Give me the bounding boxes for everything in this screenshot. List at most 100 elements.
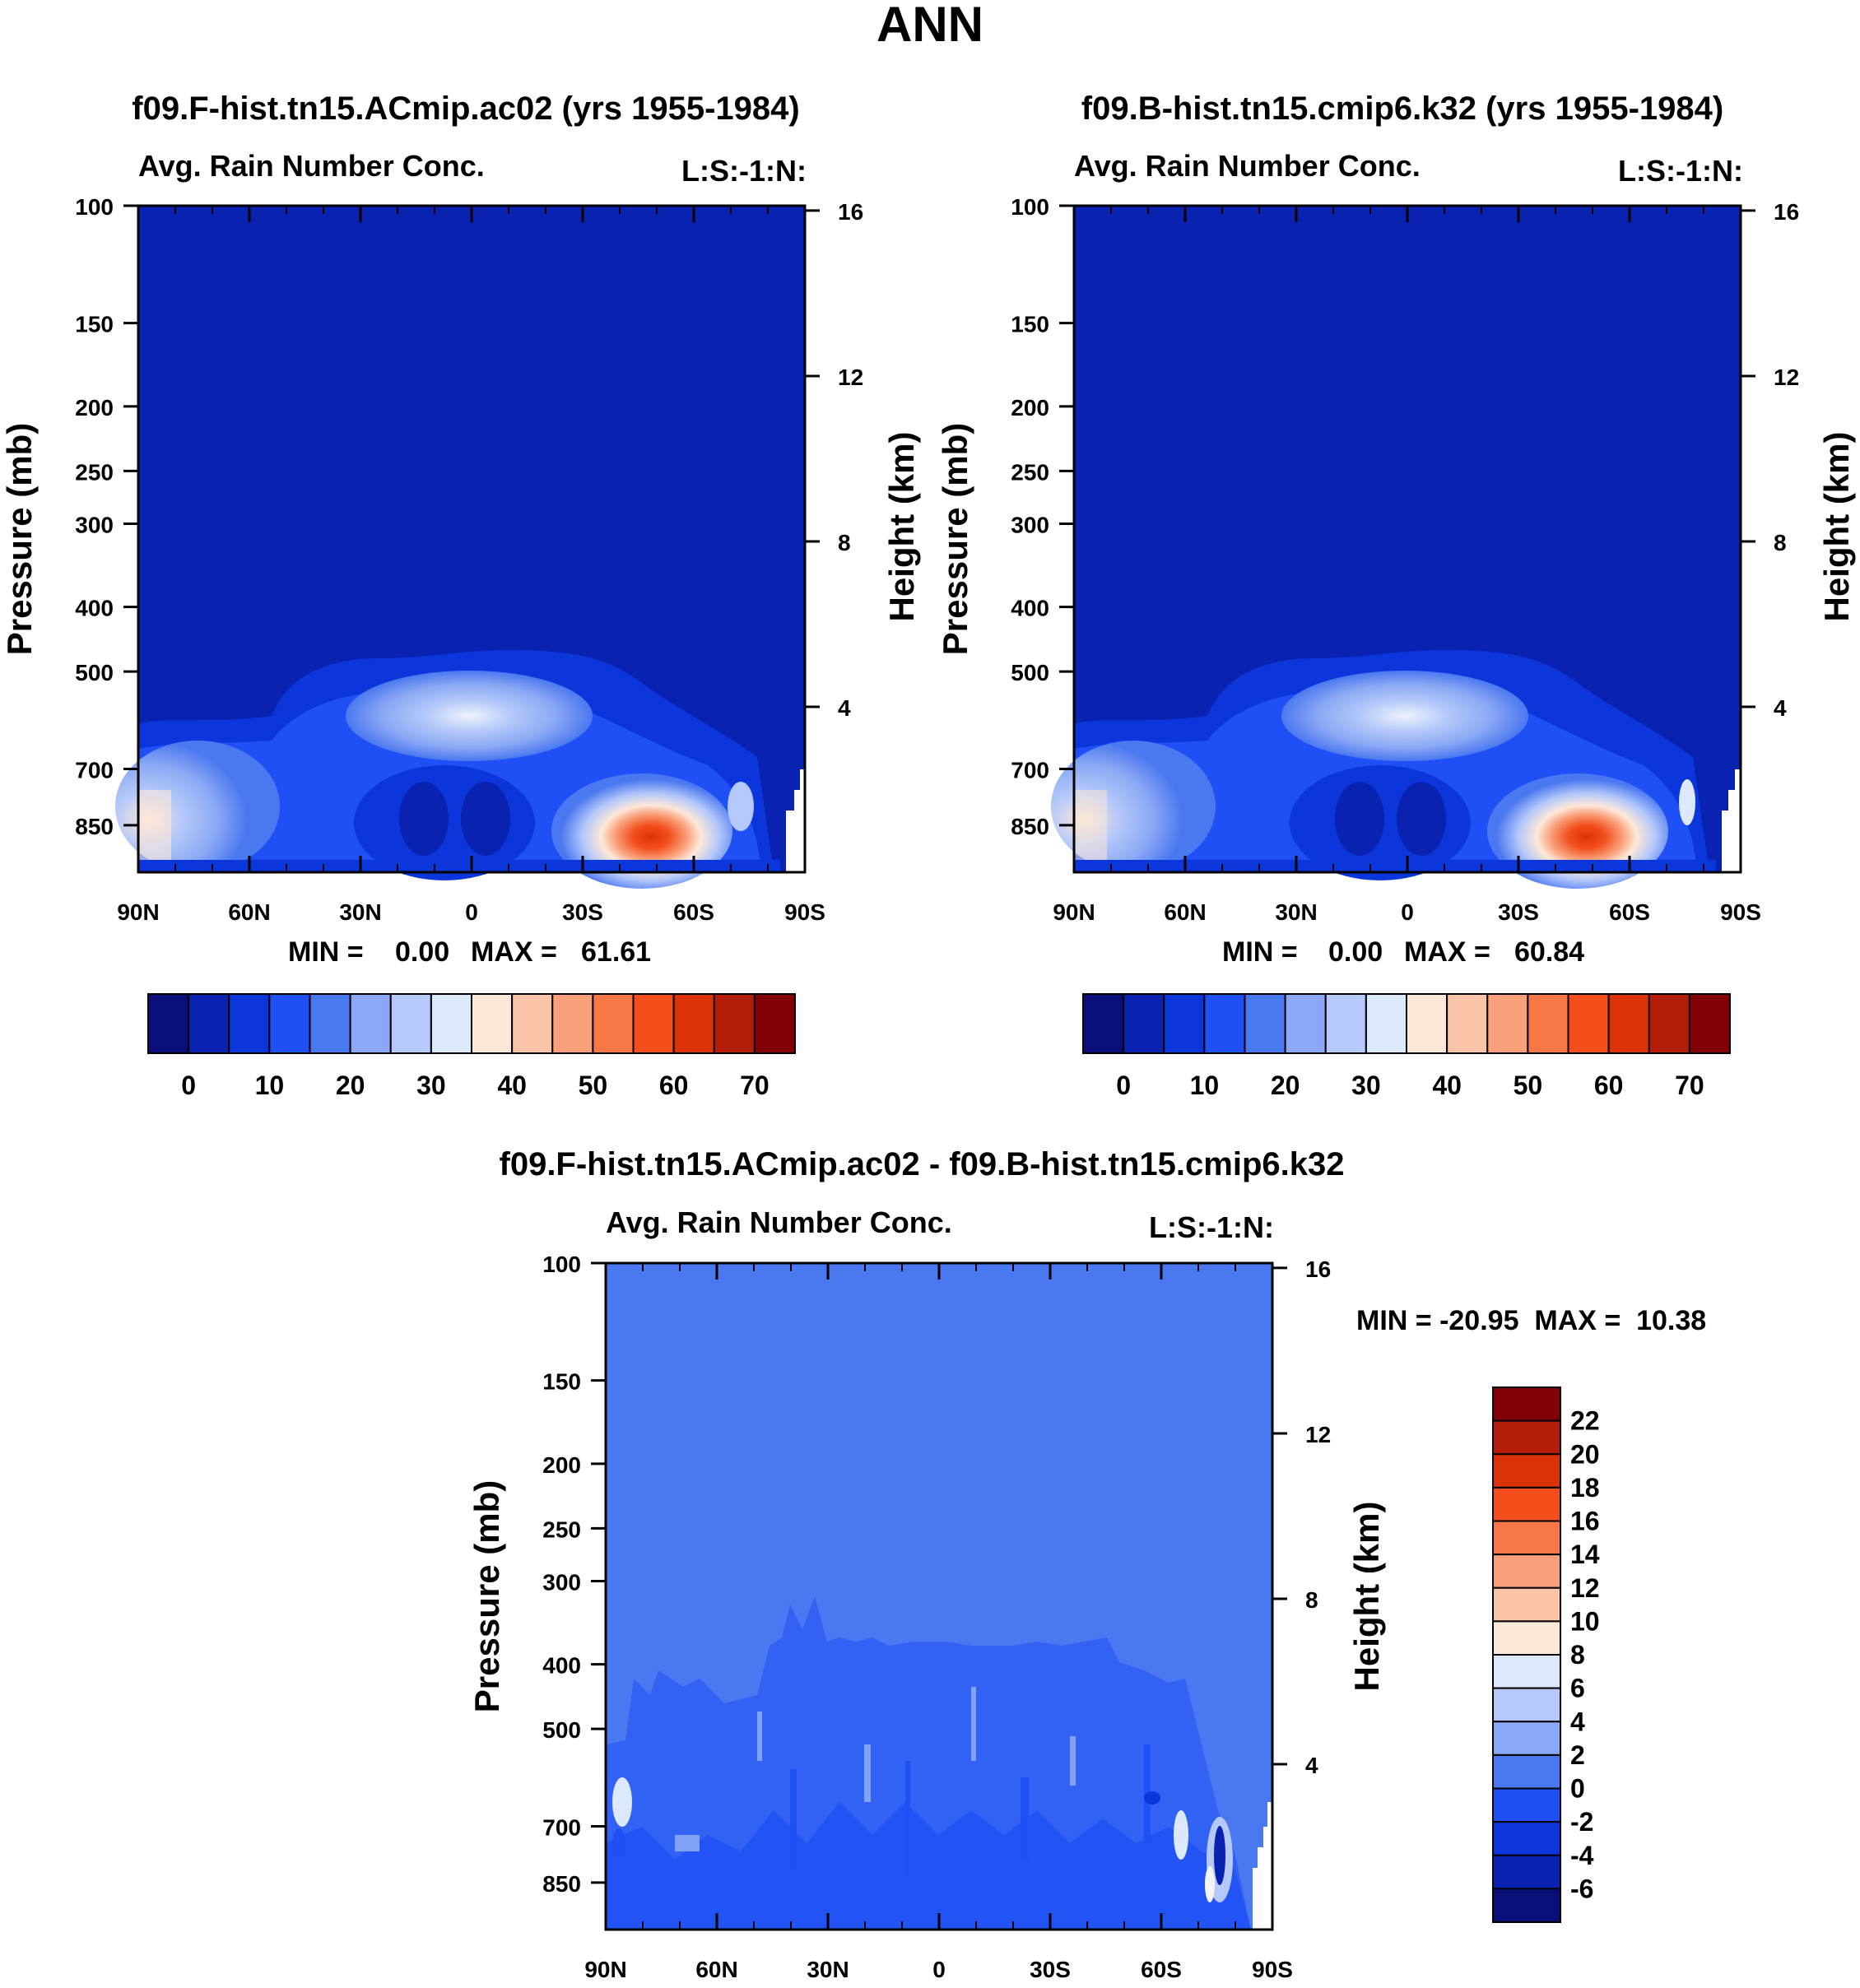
xtick-label: 90N [1053,899,1095,925]
colorbar-box [1492,1687,1561,1723]
xtick-label: 30N [1275,899,1317,925]
xtick-label: 90S [784,899,825,925]
ytick-label: 500 [1011,660,1049,685]
colorbar-box [1406,993,1448,1054]
colorbar-box [1492,1753,1561,1790]
colorbar-label: 60 [659,1071,689,1100]
xtick-label: 60N [695,1957,737,1982]
colorbar-box [1492,1654,1561,1689]
colorbar-box [1324,993,1367,1054]
figure-title: ANN [877,0,983,52]
colorbar-label: 40 [497,1071,527,1100]
xtick-label: 30S [1498,899,1539,925]
colorbar-box [1688,993,1731,1054]
panel-2-max-label: MAX = [1404,936,1490,968]
colorbar-label: 6 [1570,1674,1585,1703]
colorbar-label: -6 [1570,1874,1593,1903]
ytick-label: 400 [75,596,114,621]
colorbar-box [349,993,392,1054]
colorbar-box [592,993,635,1054]
ytick-label: 700 [1011,758,1049,783]
colorbar-box [1492,1419,1561,1456]
panel-1-colorbar: 0 10 20 30 40 50 60 70 [147,993,796,1100]
panel-1-title: f09.F-hist.tn15.ACmip.ac02 (yrs 1955-198… [132,91,799,127]
colorbar-box [1492,1787,1561,1823]
ytick-label: 100 [1011,194,1049,220]
xtick-label: 60N [1164,899,1206,925]
colorbar-label: 0 [1116,1071,1131,1100]
panel-1-min-label: MIN = [288,936,364,968]
ytick-right-label: 4 [1774,695,1787,721]
ytick-right-label: 12 [1774,365,1799,390]
colorbar-box [1567,993,1610,1054]
panel-2-heatmap [1051,204,1742,889]
xtick-label: 30S [562,899,603,925]
colorbar-label: 8 [1570,1640,1585,1670]
panel-2: f09.B-hist.tn15.cmip6.k32 (yrs 1955-1984… [936,91,1856,1100]
panel-2-colorbar: 0 10 20 30 40 50 60 70 [1082,993,1731,1100]
ytick-label: 300 [75,512,114,537]
colorbar-label: 14 [1570,1540,1600,1569]
colorbar-box [1492,1486,1561,1522]
colorbar-box [1492,1386,1561,1422]
colorbar-label: 12 [1570,1573,1600,1603]
colorbar-label: 20 [336,1071,365,1100]
panel-3-stats: MIN = -20.95 MAX = 10.38 [1356,1305,1706,1336]
colorbar-label: 70 [1675,1071,1704,1100]
ytick-right-label: 16 [838,199,863,225]
panel-1-subtitle-left: Avg. Rain Number Conc. [138,149,485,183]
panel-2-ticks: 100 150 200 250 300 400 500 700 850 16 12 8 4 90N 60N 3… [1011,194,1799,925]
colorbar-label: 40 [1432,1071,1462,1100]
colorbar-label: 30 [416,1071,446,1100]
panel-1-heatmap [115,204,807,889]
panel-1-ylabel-right: Height (km) [882,432,921,622]
colorbar-label: 10 [1190,1071,1220,1100]
xtick-label: 60S [1609,899,1650,925]
ytick-label: 700 [542,1815,581,1841]
ytick-right-label: 8 [1774,530,1787,555]
colorbar-box [1365,993,1407,1054]
xtick-label: 0 [1401,899,1414,925]
ytick-right-label: 12 [838,365,863,390]
colorbar-label: 70 [740,1071,770,1100]
panel-2-min-label: MIN = [1222,936,1298,968]
panel-3-title: f09.F-hist.tn15.ACmip.ac02 - f09.B-hist.… [500,1146,1345,1182]
panel-3-heatmap [604,1261,1274,1931]
panel-1-subtitle-right: L:S:-1:N: [681,154,807,188]
panel-1-min-value: 0.00 [395,936,449,968]
ytick-label: 850 [1011,814,1049,839]
colorbar-box [511,993,554,1054]
panel-2-max-value: 60.84 [1514,936,1584,968]
colorbar-box [672,993,715,1054]
panel-3-subtitle-left: Avg. Rain Number Conc. [606,1205,952,1239]
colorbar-box [268,993,311,1054]
colorbar-box [1492,1520,1561,1556]
colorbar-box [430,993,472,1054]
colorbar-box [632,993,675,1054]
colorbar-box [1527,993,1569,1054]
colorbar-box [147,993,190,1054]
colorbar-label: -2 [1570,1807,1593,1837]
xtick-label: 30N [807,1957,849,1982]
colorbar-box [1492,1453,1561,1489]
colorbar-label: 4 [1570,1707,1585,1736]
colorbar-label: 20 [1271,1071,1300,1100]
colorbar-box [1244,993,1286,1054]
ytick-label: 200 [1011,395,1049,420]
ytick-label: 850 [75,814,114,839]
panel-1-ticks: 100 150 200 250 300 400 500 700 850 16 12 8 4 90N 60N 3… [75,194,863,925]
colorbar-box [1163,993,1206,1054]
panel-2-subtitle-left: Avg. Rain Number Conc. [1074,149,1421,183]
ytick-right-label: 8 [838,530,851,555]
colorbar-label: 10 [1570,1606,1600,1636]
colorbar-label: 2 [1570,1740,1585,1770]
colorbar-box [1492,1888,1561,1923]
ytick-label: 300 [542,1569,581,1595]
xtick-label: 90S [1252,1957,1293,1982]
colorbar-box [1284,993,1327,1054]
ytick-label: 100 [75,194,114,220]
xtick-label: 90N [117,899,159,925]
colorbar-label: 60 [1594,1071,1624,1100]
ytick-label: 700 [75,758,114,783]
